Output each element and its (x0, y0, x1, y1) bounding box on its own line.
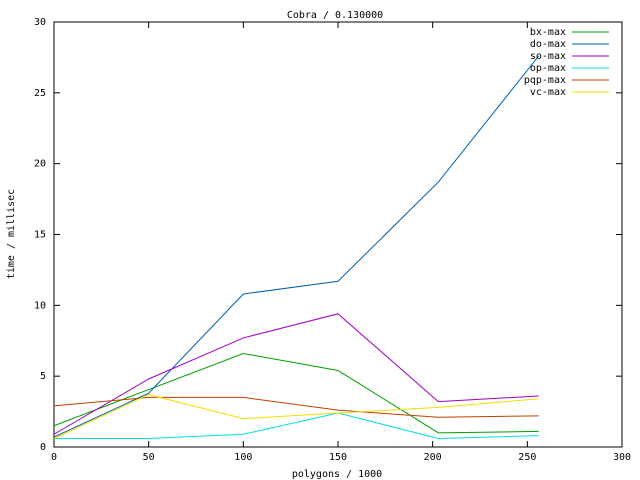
chart-title: Cobra / 0.130000 (287, 10, 383, 21)
x-tick-label: 150 (329, 452, 347, 463)
x-tick-label: 0 (51, 452, 57, 463)
series-line-do-max (53, 55, 540, 438)
y-axis-label: time / millisec (6, 189, 17, 279)
y-tick-label: 10 (34, 300, 46, 311)
legend-label-bx-max: bx-max (530, 27, 566, 38)
x-tick-label: 250 (518, 452, 536, 463)
x-tick-label: 100 (234, 452, 252, 463)
x-tick-label: 50 (143, 452, 155, 463)
series-line-so-max (53, 313, 539, 435)
series-line-op-max (54, 412, 539, 440)
legend-label-vc-max: vc-max (530, 87, 566, 98)
series-line-pqp-max (53, 396, 539, 418)
y-tick-label: 15 (34, 230, 46, 241)
legend-label-op-max: op-max (530, 63, 566, 74)
x-axis-label: polygons / 1000 (292, 469, 382, 480)
y-tick-label: 0 (40, 442, 46, 453)
series-line-vc-max (53, 394, 539, 439)
y-tick-label: 25 (34, 88, 46, 99)
x-tick-label: 200 (424, 452, 442, 463)
x-axis: 0 50 100 150 200 250 300 (51, 22, 631, 463)
series-line-bx-max (53, 352, 539, 434)
y-tick-label: 30 (34, 17, 46, 28)
x-tick-label: 300 (613, 452, 631, 463)
y-tick-label: 20 (34, 159, 46, 170)
series-lines (53, 55, 540, 440)
legend-label-do-max: do-max (530, 39, 566, 50)
y-axis: 0 5 10 15 20 25 30 (34, 17, 622, 453)
legend-label-so-max: so-max (530, 51, 566, 62)
y-tick-label: 5 (40, 371, 46, 382)
legend-label-pqp-max: pqp-max (524, 75, 566, 86)
